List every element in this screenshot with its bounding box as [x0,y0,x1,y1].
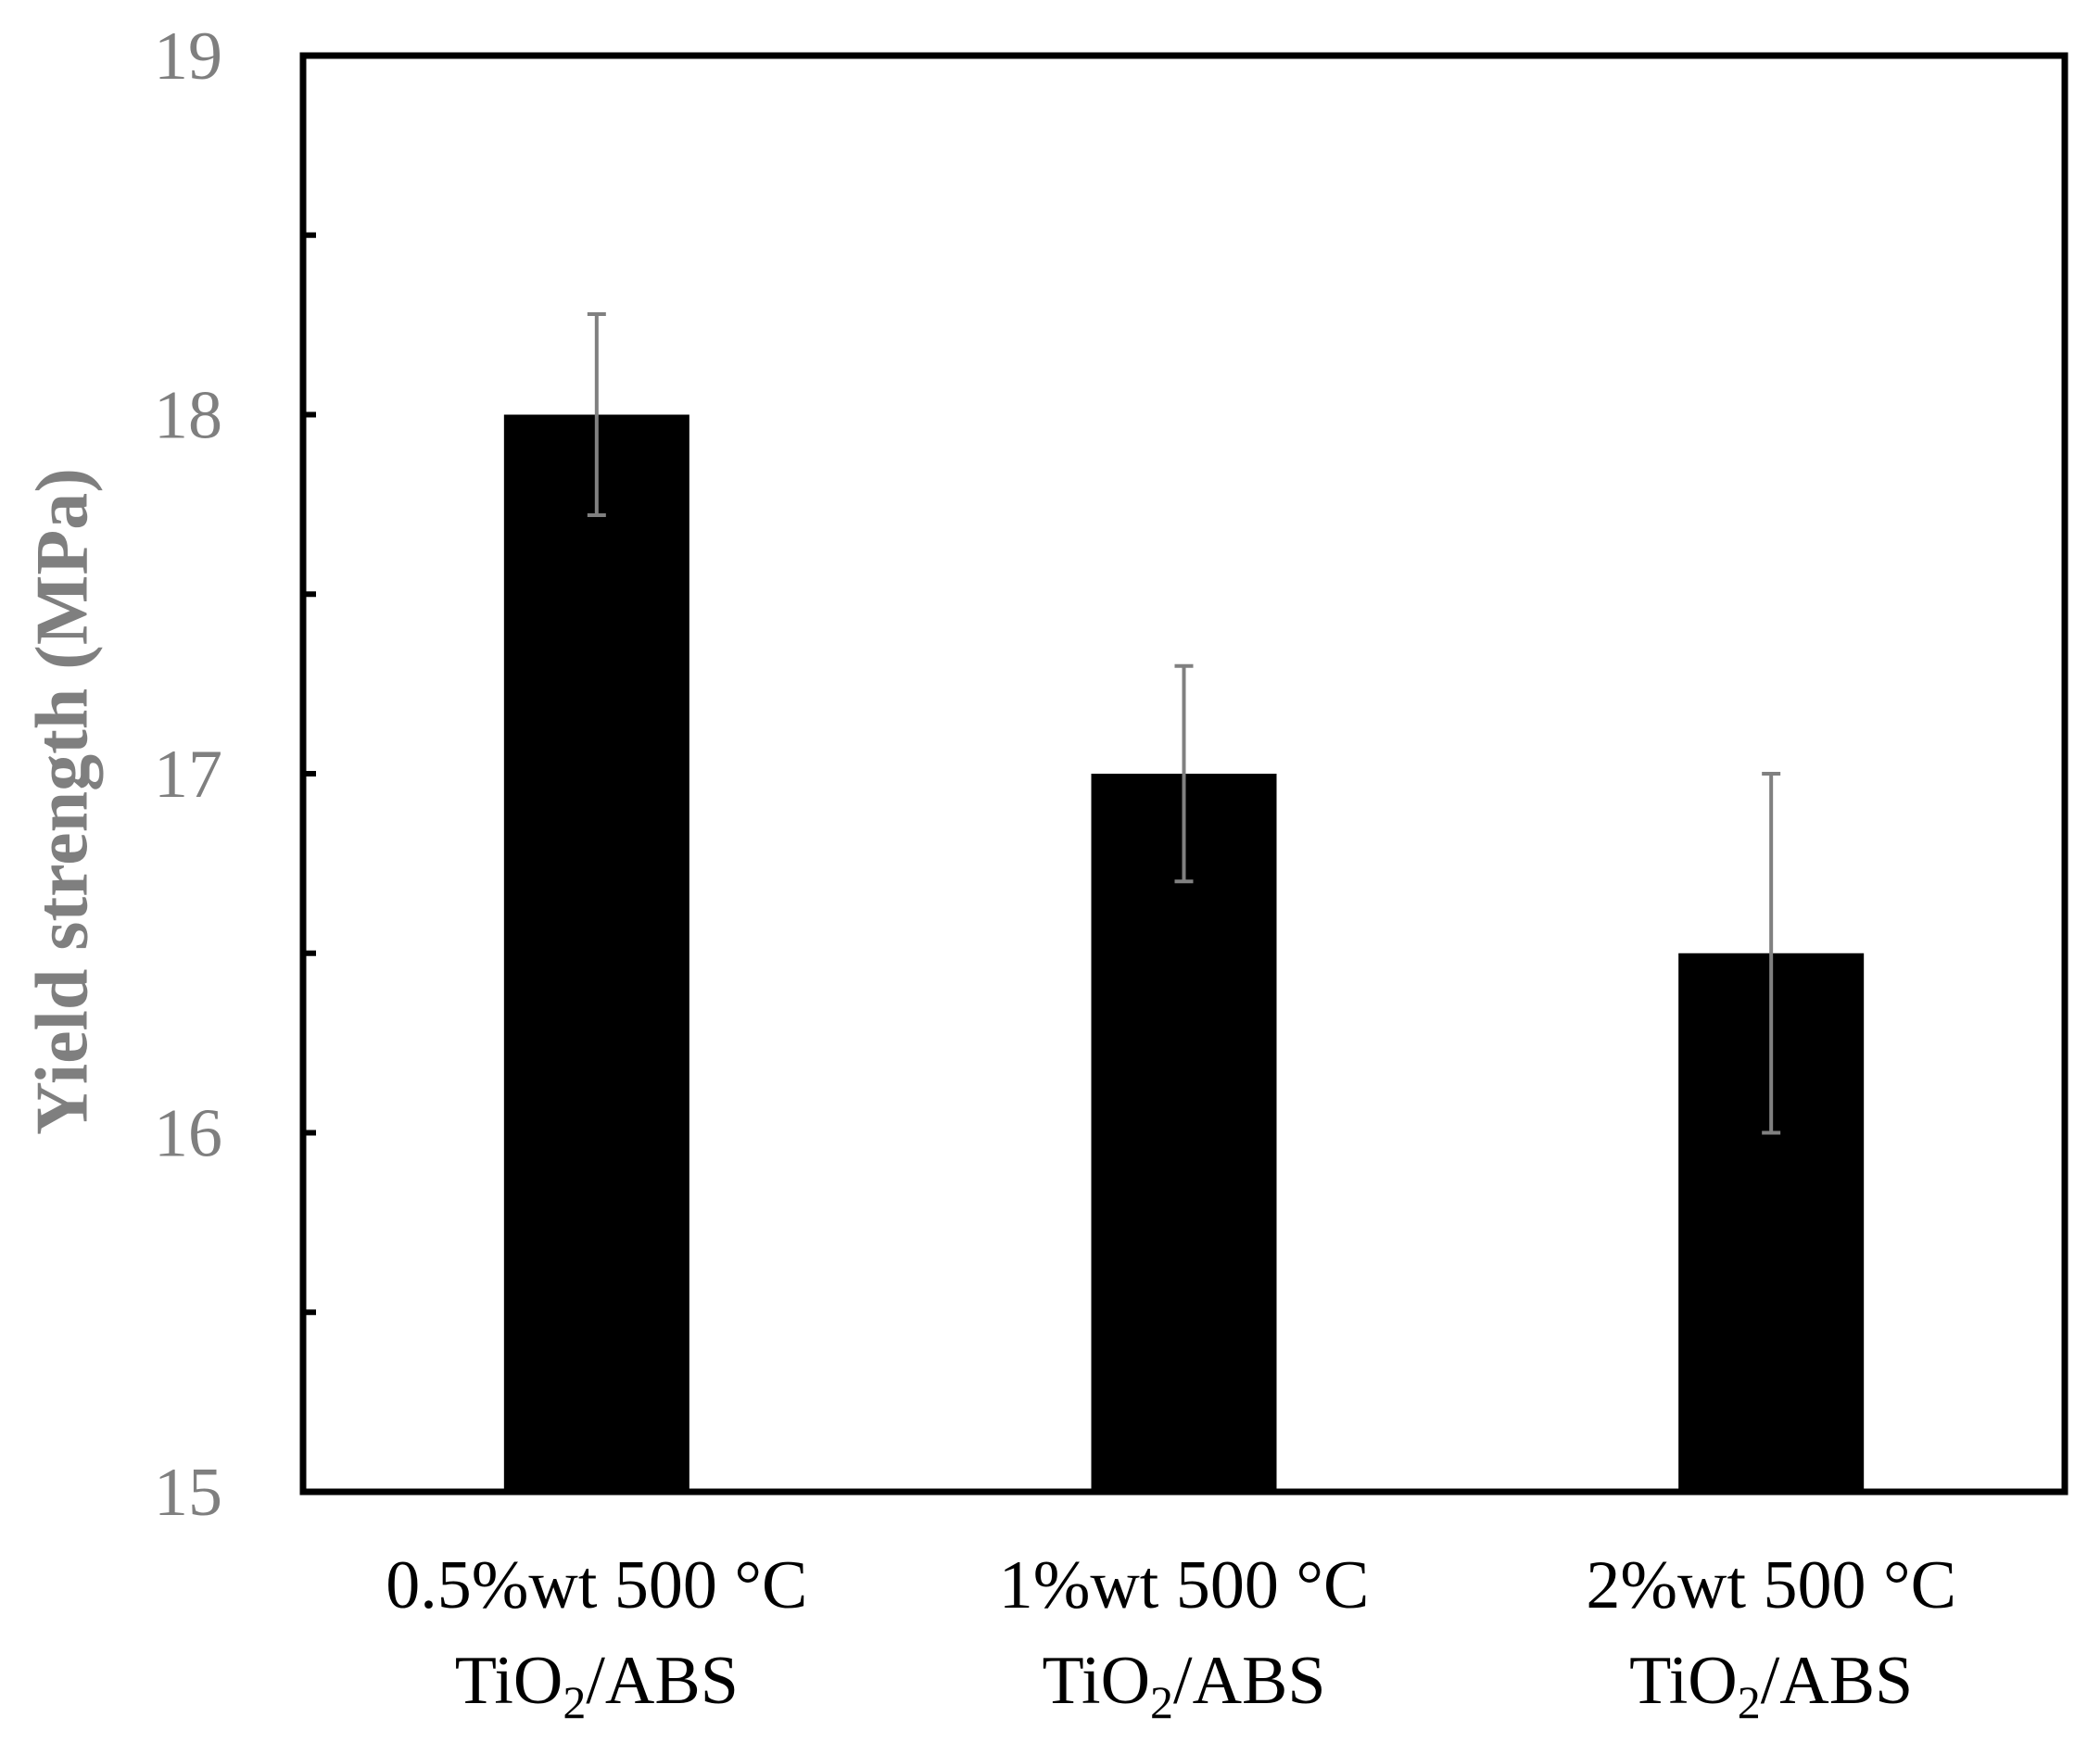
category-label-line2: TiO2/ABS [455,1643,739,1728]
y-tick-label: 19 [154,19,222,95]
category-label-subscript: 2 [1150,1676,1173,1728]
y-tick-label: 16 [154,1096,222,1172]
category-label-line2: TiO2/ABS [1629,1643,1913,1728]
category-label-formula-prefix: TiO [1629,1643,1738,1719]
category-label-formula-prefix: TiO [1042,1643,1150,1719]
category-label-line1: 1%wt 500 °C [999,1547,1370,1623]
y-tick-label: 17 [154,737,222,813]
y-tick-label: 18 [154,378,222,454]
category-label-line1: 0.5%wt 500 °C [386,1547,807,1623]
error-bar-2 [1174,663,1194,884]
plot-frame [299,52,2068,1496]
error-bar-3 [1762,772,1781,1135]
category-label-formula-suffix: /ABS [1761,1643,1914,1719]
category-label-line2: TiO2/ABS [1042,1643,1325,1728]
y-tick-label: 15 [154,1455,222,1531]
category-label-formula-prefix: TiO [455,1643,563,1719]
category-label-subscript: 2 [563,1676,586,1728]
category-label-subscript: 2 [1738,1676,1761,1728]
bar-1 [503,414,689,1492]
bars-group [503,414,1865,1492]
bar-2 [1091,774,1277,1492]
category-label-formula-suffix: /ABS [586,1643,739,1719]
category-label-line1: 2%wt 500 °C [1586,1547,1956,1623]
error-bars-group [587,312,1781,1135]
error-bar-1 [587,312,606,517]
y-tick-labels-group: 15 16 17 18 19 [154,19,222,1531]
y-axis-title: Yield strength (MPa) [21,468,103,1135]
category-label-formula-suffix: /ABS [1173,1643,1326,1719]
